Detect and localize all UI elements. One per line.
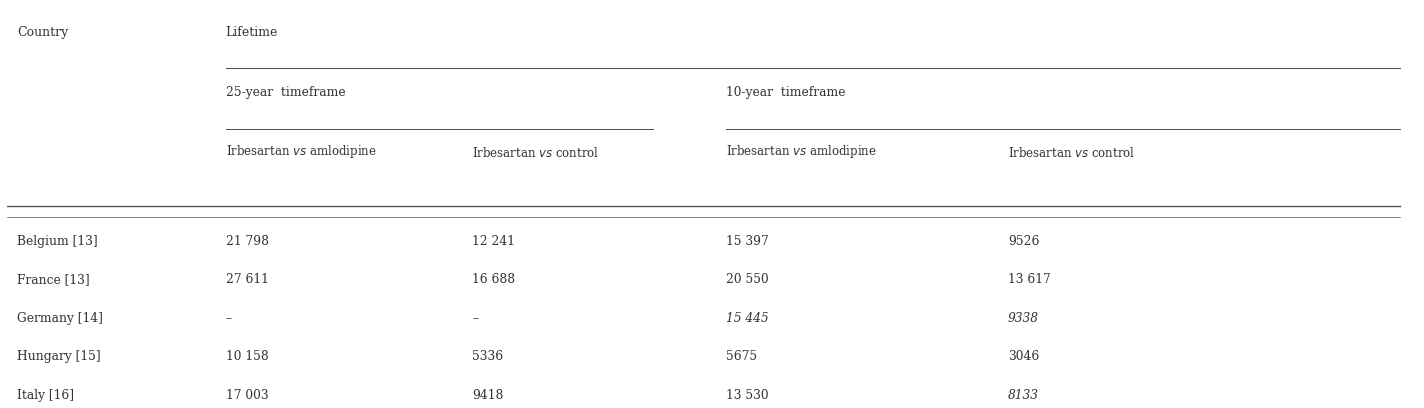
Text: 9418: 9418 xyxy=(473,388,504,401)
Text: 3046: 3046 xyxy=(1008,350,1040,363)
Text: 21 798: 21 798 xyxy=(225,235,269,248)
Text: –: – xyxy=(225,312,232,325)
Text: 15 397: 15 397 xyxy=(726,235,769,248)
Text: 13 617: 13 617 xyxy=(1008,273,1051,286)
Text: Lifetime: Lifetime xyxy=(225,26,278,39)
Text: 27 611: 27 611 xyxy=(225,273,269,286)
Text: 8133: 8133 xyxy=(1008,388,1040,401)
Text: 10-year  timeframe: 10-year timeframe xyxy=(726,86,846,98)
Text: 9526: 9526 xyxy=(1008,235,1040,248)
Text: 16 688: 16 688 xyxy=(473,273,515,286)
Text: Hungary [15]: Hungary [15] xyxy=(17,350,101,363)
Text: 13 530: 13 530 xyxy=(726,388,769,401)
Text: 15 445: 15 445 xyxy=(726,312,769,325)
Text: Irbesartan $\it{vs}$ control: Irbesartan $\it{vs}$ control xyxy=(1008,146,1135,160)
Text: Irbesartan $\it{vs}$ amlodipine: Irbesartan $\it{vs}$ amlodipine xyxy=(726,143,877,160)
Text: 5675: 5675 xyxy=(726,350,758,363)
Text: 12 241: 12 241 xyxy=(473,235,515,248)
Text: 25-year  timeframe: 25-year timeframe xyxy=(225,86,345,98)
Text: Country: Country xyxy=(17,26,68,39)
Text: Irbesartan $\it{vs}$ amlodipine: Irbesartan $\it{vs}$ amlodipine xyxy=(225,143,376,160)
Text: 5336: 5336 xyxy=(473,350,504,363)
Text: 20 550: 20 550 xyxy=(726,273,769,286)
Text: France [13]: France [13] xyxy=(17,273,90,286)
Text: –: – xyxy=(473,312,478,325)
Text: Irbesartan $\it{vs}$ control: Irbesartan $\it{vs}$ control xyxy=(473,146,600,160)
Text: Belgium [13]: Belgium [13] xyxy=(17,235,98,248)
Text: 10 158: 10 158 xyxy=(225,350,268,363)
Text: Italy [16]: Italy [16] xyxy=(17,388,74,401)
Text: Germany [14]: Germany [14] xyxy=(17,312,103,325)
Text: 17 003: 17 003 xyxy=(225,388,268,401)
Text: 9338: 9338 xyxy=(1008,312,1040,325)
